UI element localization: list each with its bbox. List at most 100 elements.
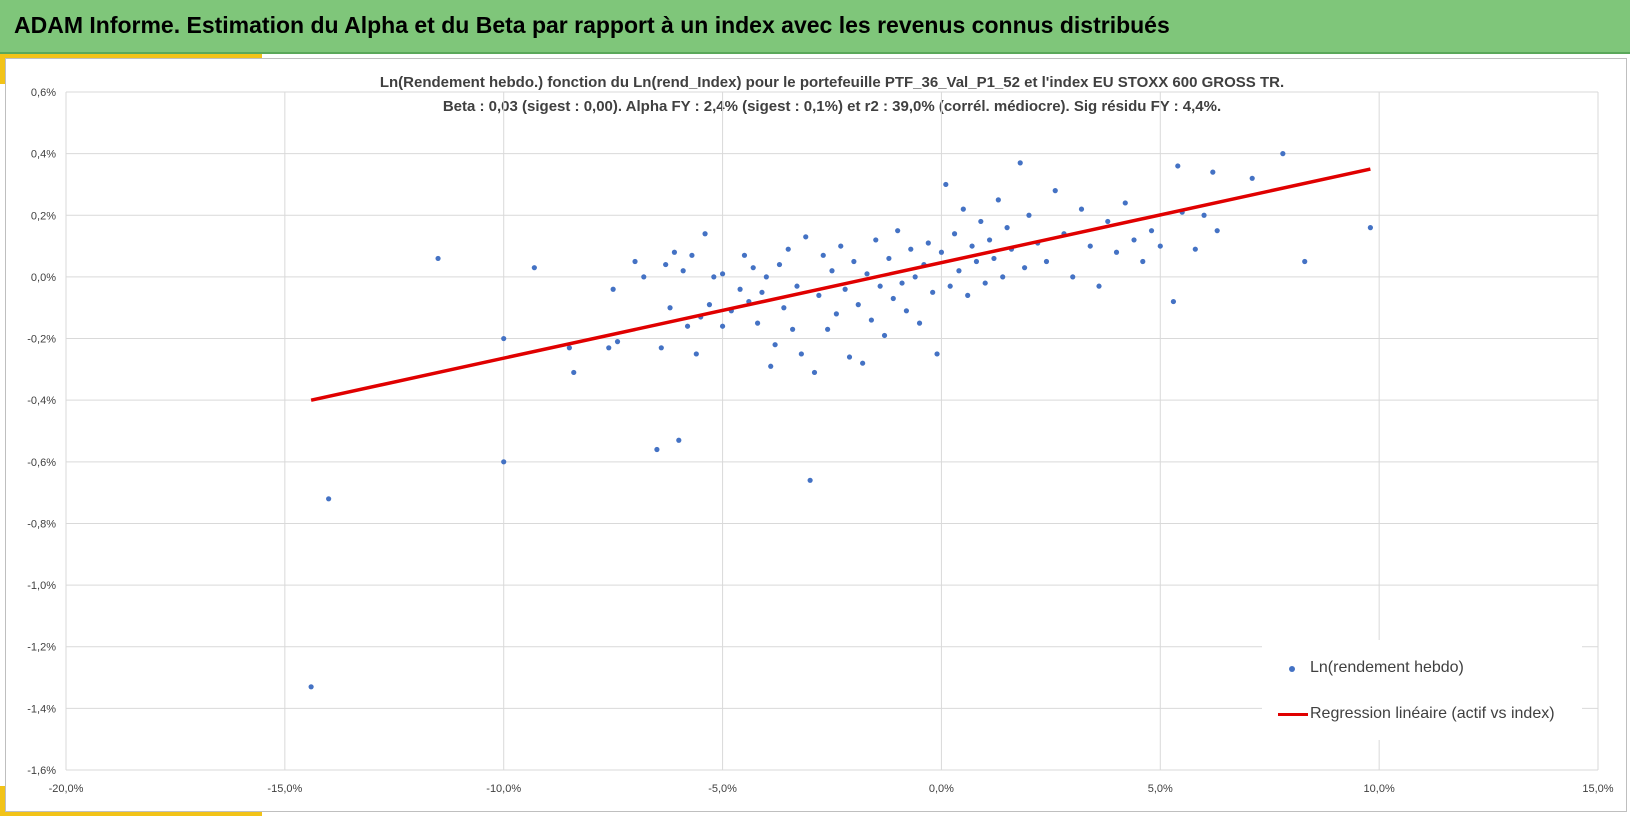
data-point bbox=[930, 289, 936, 295]
data-point bbox=[1210, 169, 1216, 175]
data-point bbox=[1043, 258, 1050, 265]
data-point bbox=[938, 249, 945, 255]
data-point bbox=[1148, 228, 1155, 234]
data-point bbox=[1302, 258, 1308, 265]
data-point bbox=[326, 496, 332, 502]
data-point bbox=[816, 292, 822, 298]
data-point bbox=[807, 477, 813, 483]
data-point bbox=[798, 351, 804, 357]
data-point bbox=[969, 243, 975, 249]
data-point bbox=[912, 274, 918, 280]
y-tick-label: -0,8% bbox=[27, 518, 56, 530]
data-point bbox=[531, 265, 537, 271]
data-point bbox=[750, 265, 756, 271]
data-point bbox=[641, 274, 647, 280]
data-point bbox=[1214, 228, 1220, 234]
data-point bbox=[842, 286, 848, 292]
accent-bar-left-bottom bbox=[0, 786, 5, 816]
data-point bbox=[965, 292, 971, 298]
data-point bbox=[1175, 163, 1181, 169]
data-point bbox=[820, 252, 826, 258]
x-tick-label: -5,0% bbox=[708, 783, 737, 795]
data-point bbox=[676, 437, 682, 443]
x-tick-label: 10,0% bbox=[1364, 783, 1395, 795]
data-point bbox=[899, 280, 905, 286]
data-point bbox=[1078, 206, 1085, 212]
data-point bbox=[689, 252, 695, 258]
data-point bbox=[754, 320, 761, 326]
data-point bbox=[908, 246, 914, 252]
data-point bbox=[934, 351, 940, 357]
data-point bbox=[947, 283, 953, 289]
data-point bbox=[768, 363, 774, 369]
data-point bbox=[825, 326, 831, 332]
data-point bbox=[1096, 283, 1102, 289]
data-point bbox=[855, 302, 861, 308]
data-point bbox=[741, 252, 748, 258]
data-point bbox=[671, 249, 678, 255]
y-tick-label: -1,0% bbox=[27, 580, 56, 592]
legend-marker-dot bbox=[1289, 666, 1295, 672]
y-tick-label: -0,2% bbox=[27, 334, 56, 346]
data-point bbox=[886, 255, 892, 262]
data-point bbox=[1000, 274, 1006, 280]
data-point bbox=[1004, 225, 1010, 231]
data-point bbox=[1140, 258, 1146, 265]
accent-bar-bottom bbox=[0, 812, 262, 816]
data-point bbox=[763, 274, 769, 280]
data-point bbox=[711, 274, 717, 280]
x-tick-label: 15,0% bbox=[1582, 783, 1613, 795]
data-point bbox=[667, 305, 673, 311]
data-point bbox=[632, 258, 638, 265]
legend-label-regression: Regression linéaire (actif vs index) bbox=[1310, 705, 1555, 722]
x-tick-label: -15,0% bbox=[267, 783, 302, 795]
data-point bbox=[1170, 298, 1177, 305]
legend-label-points: Ln(rendement hebdo) bbox=[1310, 659, 1464, 676]
y-tick-label: 0,0% bbox=[31, 272, 56, 284]
data-point bbox=[790, 326, 796, 332]
data-point bbox=[838, 243, 844, 249]
data-point bbox=[1122, 200, 1128, 206]
data-point bbox=[943, 181, 949, 188]
data-point bbox=[776, 261, 783, 268]
data-point bbox=[684, 323, 691, 329]
data-point bbox=[737, 286, 743, 292]
data-point bbox=[772, 342, 778, 348]
data-point bbox=[803, 234, 809, 240]
y-tick-label: -1,6% bbox=[27, 765, 56, 777]
data-point bbox=[610, 286, 616, 292]
data-point bbox=[663, 261, 669, 268]
header-banner: ADAM Informe. Estimation du Alpha et du … bbox=[0, 0, 1630, 54]
data-point bbox=[811, 369, 818, 376]
chart-title-line-1: Ln(Rendement hebdo.) fonction du Ln(rend… bbox=[379, 74, 1285, 91]
y-tick-label: -0,6% bbox=[27, 457, 56, 469]
data-point bbox=[719, 271, 726, 277]
data-point bbox=[1070, 274, 1076, 280]
data-point bbox=[308, 684, 314, 690]
data-point bbox=[1017, 160, 1023, 166]
data-point bbox=[986, 237, 993, 243]
data-point bbox=[501, 335, 507, 342]
data-point bbox=[991, 255, 997, 262]
data-point bbox=[960, 206, 966, 212]
data-point bbox=[1087, 243, 1093, 249]
data-point bbox=[978, 218, 984, 225]
data-point bbox=[658, 345, 664, 351]
data-point bbox=[829, 268, 835, 274]
data-point bbox=[501, 459, 507, 465]
chart-frame bbox=[5, 58, 1627, 812]
x-tick-label: 0,0% bbox=[929, 783, 954, 795]
y-tick-label: 0,4% bbox=[31, 149, 56, 161]
y-tick-label: 0,6% bbox=[31, 87, 56, 99]
data-point bbox=[1192, 246, 1198, 252]
accent-bar-left-top bbox=[0, 54, 5, 84]
data-point bbox=[1249, 175, 1255, 181]
data-point bbox=[680, 268, 686, 274]
data-point bbox=[1131, 237, 1137, 243]
data-point bbox=[781, 305, 787, 311]
data-point bbox=[606, 345, 612, 351]
data-point bbox=[868, 317, 874, 323]
data-point bbox=[851, 258, 857, 265]
data-point bbox=[881, 332, 888, 339]
